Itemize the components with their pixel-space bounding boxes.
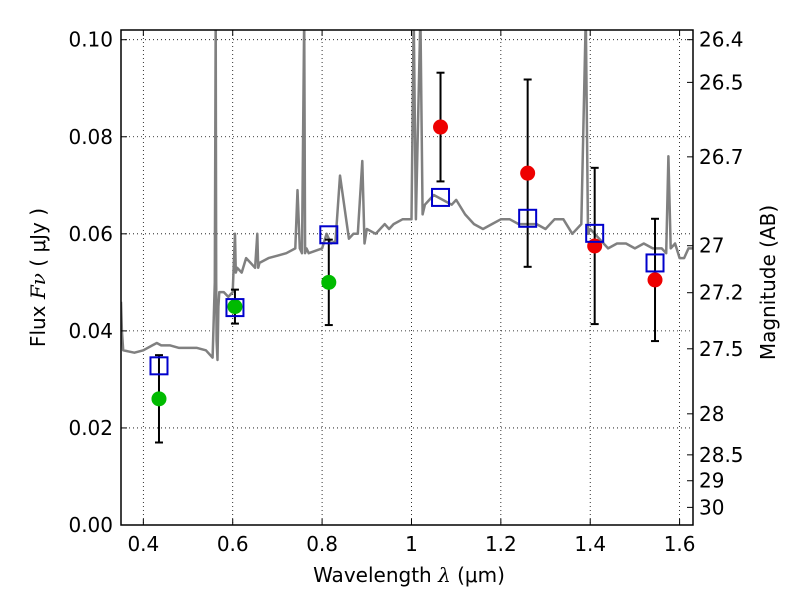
magnitude-tick-label: 29 — [699, 469, 724, 493]
y-axis-label-symbol: Fν — [26, 273, 50, 300]
data-point — [647, 272, 663, 288]
x-tick-label: 1.2 — [485, 532, 517, 556]
magnitude-tick-label: 27.5 — [699, 337, 744, 361]
magnitude-tick-label: 28.5 — [699, 443, 744, 467]
magnitude-tick-label: 30 — [699, 495, 724, 519]
magnitude-tick-label: 26.5 — [699, 70, 744, 94]
y-tick-label: 0.02 — [68, 416, 113, 440]
data-point — [433, 119, 449, 135]
x-axis-label-symbol: λ — [437, 563, 451, 587]
model-point — [645, 253, 665, 273]
template-spectrum-line — [121, 30, 693, 362]
model-point — [319, 225, 339, 245]
x-axis-label: Wavelength λ (μm) — [313, 563, 505, 587]
data-point — [321, 274, 337, 290]
plot-frame — [120, 29, 694, 526]
x-tick-label: 1.6 — [664, 532, 696, 556]
data-point — [151, 391, 167, 407]
model-point — [518, 208, 538, 228]
x-tick-label: 0.8 — [306, 532, 338, 556]
model-point — [149, 356, 169, 376]
data-point — [227, 299, 243, 315]
model-point — [225, 298, 245, 318]
x-axis-label-unit: (μm) — [451, 563, 505, 587]
y-tick-label: 0.06 — [68, 222, 113, 246]
y-axis-label: Flux Fν ( μJy ) — [26, 208, 50, 347]
x-axis-label-text: Wavelength — [313, 563, 438, 587]
x-tick-label: 0.4 — [127, 532, 159, 556]
magnitude-axis-label: Magnitude (AB) — [756, 205, 780, 360]
x-tick-label: 1 — [405, 532, 418, 556]
y-axis-label-text: Flux — [26, 299, 50, 347]
magnitude-tick-label: 26.4 — [699, 28, 744, 52]
magnitude-tick-label: 27 — [699, 234, 724, 258]
x-tick-label: 0.6 — [217, 532, 249, 556]
magnitude-tick-label: 26.7 — [699, 145, 744, 169]
grid-lines — [121, 30, 693, 526]
x-tick-label: 1.4 — [574, 532, 606, 556]
data-point — [520, 165, 536, 181]
axis-ticks: 0.4 0.6 0.8 1 1.2 1.4 1.6 0.00 0.02 0.04 0.06 0.08 0… — [68, 28, 743, 556]
model-point — [585, 223, 605, 243]
magnitude-tick-label: 28 — [699, 402, 724, 426]
y-tick-label: 0.08 — [68, 125, 113, 149]
y-tick-label: 0.04 — [68, 319, 113, 343]
model-point — [431, 187, 451, 207]
y-axis-label-unit: ( μJy ) — [26, 208, 50, 273]
y-tick-label: 0.00 — [68, 513, 113, 537]
magnitude-tick-label: 27.2 — [699, 281, 744, 305]
data-point — [587, 238, 603, 254]
y-tick-label: 0.10 — [68, 28, 113, 52]
plot-area — [121, 30, 693, 444]
